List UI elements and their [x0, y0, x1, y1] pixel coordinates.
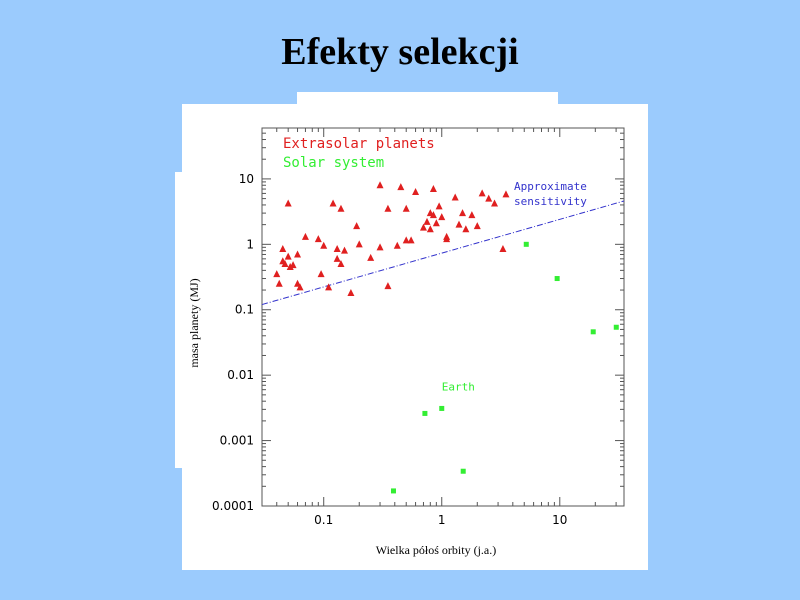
extrasolar-planet-point [376, 243, 384, 251]
y-tick-label: 0.1 [235, 303, 254, 317]
extrasolar-planet-point [273, 270, 281, 278]
sensitivity-line [261, 200, 625, 306]
extrasolar-planet-point [289, 261, 297, 269]
extrasolar-planet-point [423, 217, 431, 225]
extrasolar-planet-point [317, 270, 325, 278]
solar-system-planet-point [460, 468, 466, 474]
extrasolar-planet-point [432, 219, 440, 227]
extrasolar-planet-point [296, 283, 304, 291]
extrasolar-planet-point [301, 232, 309, 240]
extrasolar-planet-point [355, 240, 363, 248]
extrasolar-planet-point [337, 260, 345, 268]
extrasolar-planet-point [275, 279, 283, 287]
solar-system-planet-point [390, 488, 396, 494]
extrasolar-planet-point [429, 185, 437, 193]
extrasolar-planet-point [333, 254, 341, 262]
y-tick-labels: 0.0001 0.001 0.01 0.1 1 10 [212, 172, 254, 513]
extrasolar-planet-point [384, 282, 392, 290]
legend-solar: Solar system [283, 155, 384, 171]
minor-ticks [261, 127, 624, 506]
plot-frame [261, 127, 625, 507]
extrasolar-planet-point [325, 283, 333, 291]
extrasolar-planet-point [347, 289, 355, 297]
extrasolar-planet-point [402, 236, 410, 244]
extrasolar-planet-point [443, 235, 451, 243]
solar-series [390, 241, 619, 494]
extrasolar-series [273, 181, 510, 297]
solar-system-planet-point [613, 324, 619, 330]
x-tick-label: 0.1 [314, 513, 333, 527]
extrasolar-planet-point [478, 189, 486, 197]
extrasolar-planet-point [397, 183, 405, 191]
extrasolar-planet-point [438, 213, 446, 221]
extrasolar-planet-point [491, 199, 499, 207]
extrasolar-planet-point [426, 225, 434, 233]
plot-panel-top-tab [297, 92, 558, 106]
extrasolar-planet-point [376, 181, 384, 189]
y-tick-label: 0.001 [220, 434, 254, 448]
extrasolar-planet-point [286, 263, 294, 271]
legend-extrasolar: Extrasolar planets [283, 136, 435, 152]
sensitivity-label-line1: Approximate [514, 180, 587, 193]
extrasolar-planet-point [468, 211, 476, 219]
extrasolar-planet-point [393, 241, 401, 249]
extrasolar-planet-point [462, 225, 470, 233]
extrasolar-planet-point [281, 260, 289, 268]
extrasolar-planet-point [473, 222, 481, 230]
extrasolar-planet-point [412, 188, 420, 196]
extrasolar-planet-point [341, 246, 349, 254]
x-tick-label: 1 [438, 513, 446, 527]
extrasolar-planet-point [294, 250, 302, 258]
solar-system-planet-point [590, 329, 596, 335]
extrasolar-planet-point [499, 244, 507, 252]
y-tick-label: 0.01 [227, 368, 254, 382]
extrasolar-planet-point [329, 199, 337, 207]
solar-system-planet-point [439, 405, 445, 411]
extrasolar-planet-point [333, 244, 341, 252]
extrasolar-planet-point [485, 194, 493, 202]
extrasolar-planet-point [429, 211, 437, 219]
y-axis-label: masa planety (MJ) [187, 278, 201, 367]
x-tick-label: 10 [552, 513, 567, 527]
sensitivity-label-line2: sensitivity [514, 195, 587, 208]
extrasolar-planet-point [451, 193, 459, 201]
major-ticks [262, 128, 624, 507]
extrasolar-planet-point [314, 235, 322, 243]
solar-system-planet-point [422, 410, 428, 416]
y-tick-label: 10 [239, 172, 254, 186]
extrasolar-planet-point [279, 244, 287, 252]
y-tick-label: 1 [246, 237, 254, 251]
solar-system-planet-point [523, 241, 529, 247]
extrasolar-planet-point [367, 253, 375, 261]
earth-annotation: Earth [442, 381, 475, 394]
slide-title: Efekty selekcji [281, 31, 519, 73]
extrasolar-planet-point [502, 190, 510, 198]
solar-system-planet-point [554, 276, 560, 282]
extrasolar-planet-point [402, 204, 410, 212]
plot-panel-left-tab [175, 172, 185, 468]
extrasolar-planet-point [419, 223, 427, 231]
x-tick-labels: 0.1 1 10 [314, 513, 567, 527]
extrasolar-planet-point [284, 199, 292, 207]
extrasolar-planet-point [455, 220, 463, 228]
extrasolar-planet-point [284, 252, 292, 260]
extrasolar-planet-point [435, 202, 443, 210]
extrasolar-planet-point [384, 204, 392, 212]
extrasolar-planet-point [337, 204, 345, 212]
extrasolar-planet-point [320, 241, 328, 249]
x-axis-label: Wielka półoś orbity (j.a.) [376, 543, 497, 557]
plot-panel-main [182, 104, 648, 570]
extrasolar-planet-point [353, 222, 361, 230]
extrasolar-planet-point [459, 209, 467, 217]
y-tick-label: 0.0001 [212, 499, 254, 513]
extrasolar-planet-point [407, 236, 415, 244]
